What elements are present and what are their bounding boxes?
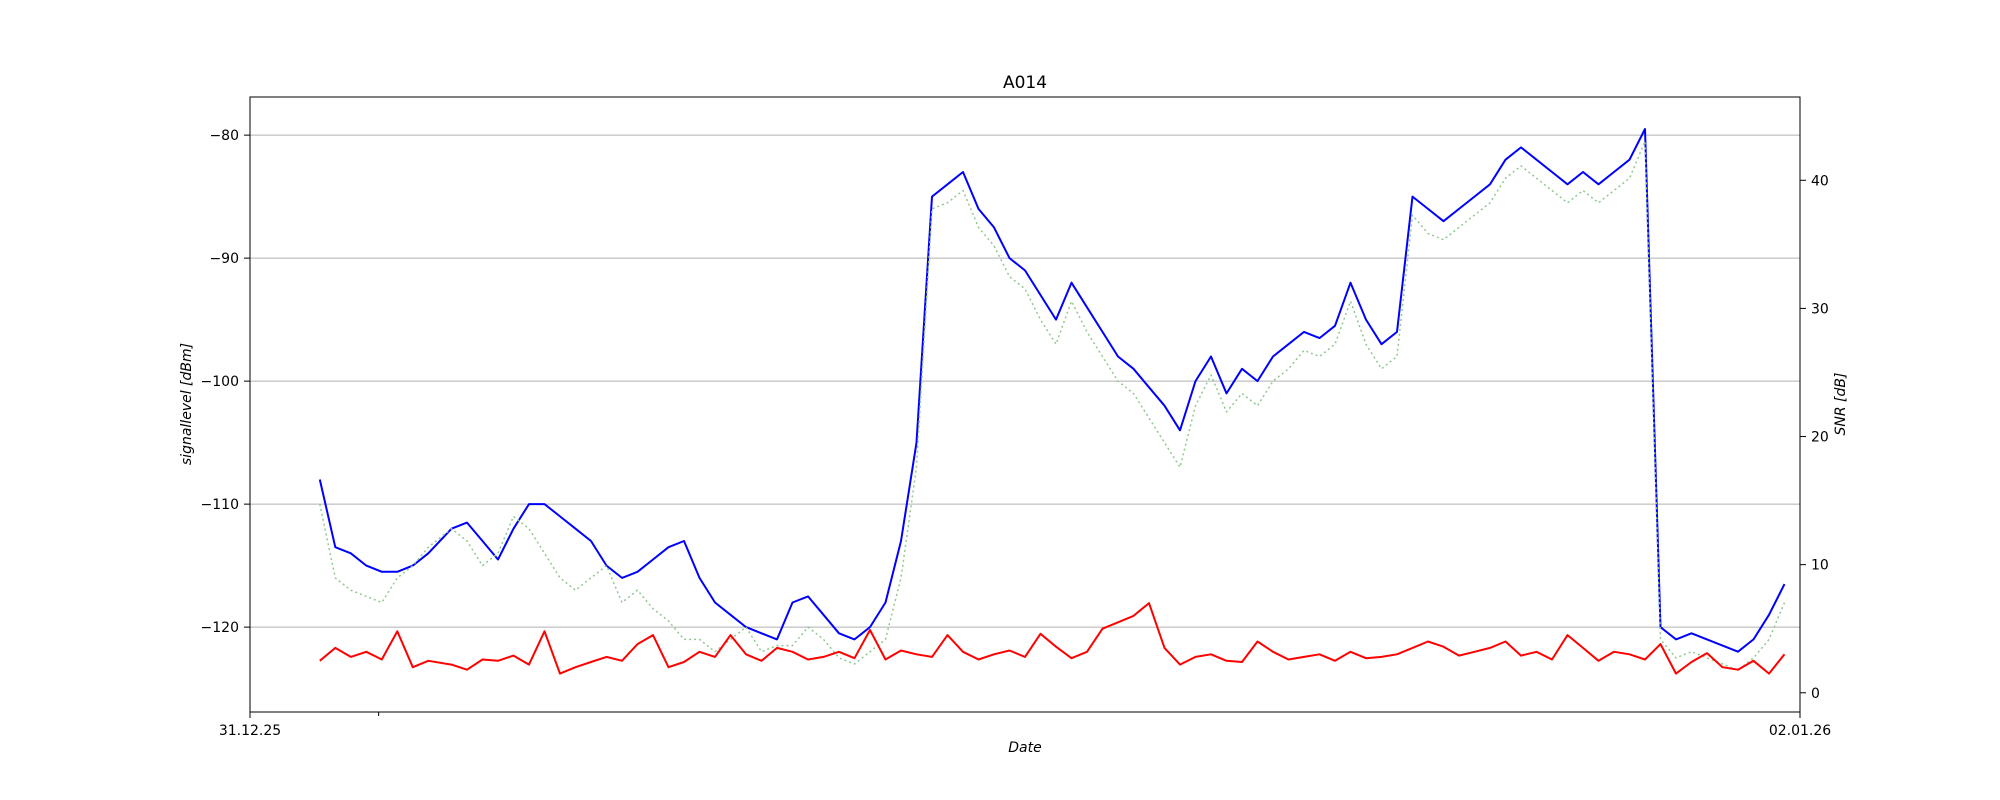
series-layer bbox=[318, 128, 1786, 675]
y-right-tick-label: 30 bbox=[1811, 301, 1829, 317]
y-axis-right-label: SNR [dB] bbox=[1833, 373, 1849, 436]
chart-title: A014 bbox=[1003, 73, 1047, 93]
plot-frame bbox=[249, 96, 1801, 713]
x-axis-label: Date bbox=[1008, 740, 1041, 756]
y-right-tick-label: 0 bbox=[1811, 686, 1820, 702]
x-tick-label: 31.12.25 bbox=[219, 723, 281, 739]
y-right-tick-label: 40 bbox=[1811, 173, 1829, 189]
y-left-tick-label: −110 bbox=[201, 497, 239, 513]
y-left-tick-label: −80 bbox=[209, 128, 239, 144]
x-tick-label: 02.01.26 bbox=[1769, 723, 1831, 739]
y-left-tick-label: −90 bbox=[209, 251, 239, 267]
y-left-tick-label: −120 bbox=[201, 620, 239, 636]
axis-ticks: −80 −90 −100 −110 −120 40 30 20 10 0 31.12.25 02.01… bbox=[201, 128, 1832, 739]
signal-secondary-series-line bbox=[319, 140, 1786, 671]
y-right-tick-label: 10 bbox=[1811, 558, 1829, 574]
y-left-tick-label: −100 bbox=[201, 374, 239, 390]
grid-lines bbox=[250, 134, 1800, 628]
signal-series-line bbox=[318, 128, 1786, 653]
y-axis-left-label: signallevel [dBm] bbox=[179, 343, 195, 465]
y-right-tick-label: 20 bbox=[1811, 430, 1829, 446]
snr-series-line bbox=[319, 602, 1786, 675]
